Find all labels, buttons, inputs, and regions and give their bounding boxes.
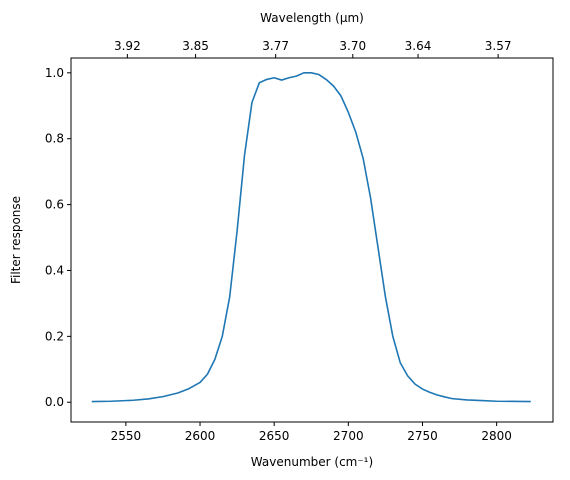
y-tick-label: 1.0 xyxy=(45,66,64,80)
plot-area xyxy=(91,72,531,403)
x-tick-label: 2550 xyxy=(111,429,142,443)
y-tick-label: 0.4 xyxy=(45,263,64,277)
top-tick-label: 3.57 xyxy=(485,39,512,53)
x-axis-bottom: 2550 2600 2650 2700 2750 2800 xyxy=(111,422,512,443)
top-tick-label: 3.92 xyxy=(114,39,141,53)
x-axis-top: 3.92 3.85 3.77 3.70 3.64 3.57 xyxy=(114,39,511,58)
y-axis-left: 0.0 0.2 0.4 0.6 0.8 1.0 xyxy=(45,66,71,409)
x-tick-label: 2650 xyxy=(259,429,290,443)
y-tick-label: 0.2 xyxy=(45,329,64,343)
y-tick-label: 0.0 xyxy=(45,395,64,409)
series-line-0 xyxy=(91,72,531,403)
x-tick-label: 2750 xyxy=(407,429,438,443)
top-x-axis-title: Wavelength (μm) xyxy=(260,11,364,25)
y-axis-title: Filter response xyxy=(9,196,23,284)
y-tick-label: 0.6 xyxy=(45,198,64,212)
x-tick-label: 2600 xyxy=(185,429,216,443)
y-tick-label: 0.8 xyxy=(45,132,64,146)
top-tick-label: 3.64 xyxy=(405,39,432,53)
x-axis-title: Wavenumber (cm⁻¹) xyxy=(251,455,373,469)
top-tick-label: 3.85 xyxy=(182,39,209,53)
top-tick-label: 3.77 xyxy=(262,39,289,53)
x-tick-label: 2800 xyxy=(481,429,512,443)
top-tick-label: 3.70 xyxy=(339,39,366,53)
plot-frame xyxy=(70,57,554,423)
x-tick-label: 2700 xyxy=(333,429,364,443)
